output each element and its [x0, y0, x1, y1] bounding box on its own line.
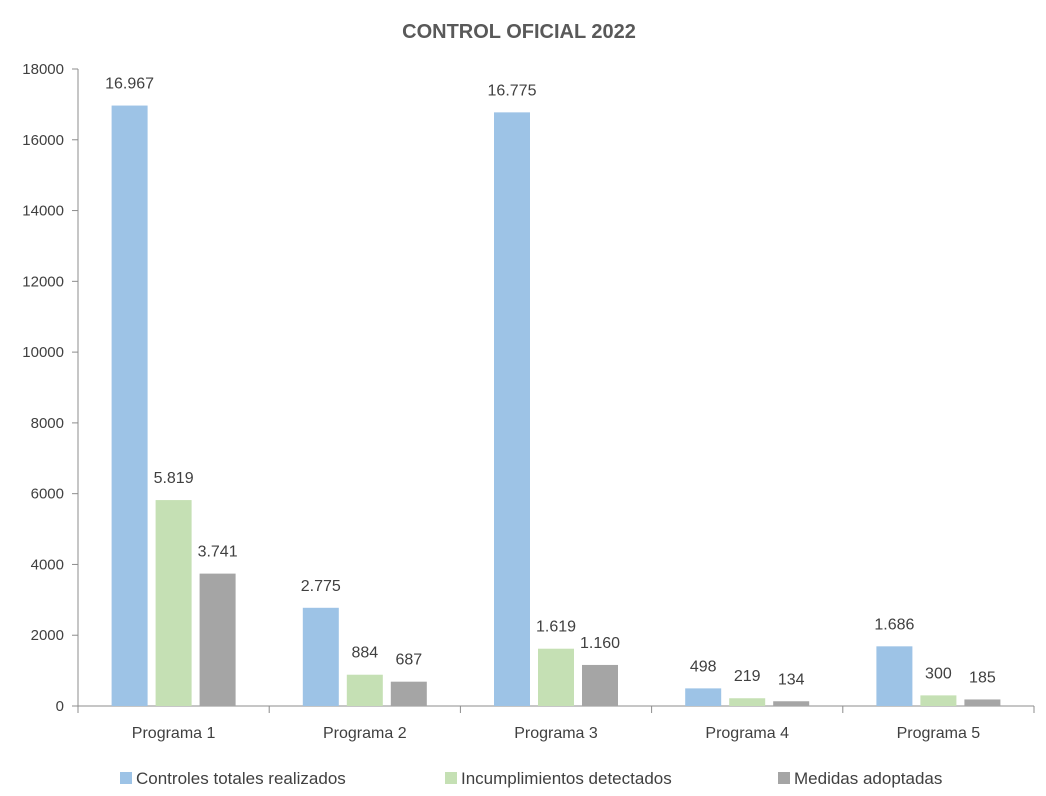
bar	[111, 105, 148, 707]
bar	[876, 646, 913, 706]
axes: 0 2000 4000 6000 8000 10000 12000 14000 16000 180…	[22, 61, 1035, 742]
chart-title: CONTROL OFICIAL 2022	[402, 21, 636, 43]
legend-label: Medidas adoptadas	[794, 769, 942, 788]
data-label: 5.819	[154, 470, 194, 487]
bar	[302, 607, 339, 706]
bar	[920, 695, 957, 706]
bar	[582, 664, 618, 706]
data-label: 3.741	[198, 544, 238, 561]
y-tick-label: 14000	[22, 203, 64, 220]
bar	[729, 698, 766, 706]
bar	[155, 500, 192, 706]
legend-swatch	[445, 772, 457, 784]
data-label: 1.619	[536, 619, 576, 636]
bar	[199, 573, 236, 706]
data-label: 16.775	[488, 82, 537, 99]
legend-item: Incumplimientos detectados	[445, 769, 672, 788]
bar	[346, 674, 383, 706]
bar	[538, 648, 574, 706]
x-tick-label: Programa 3	[514, 725, 598, 742]
bar	[494, 112, 530, 707]
legend-item: Medidas adoptadas	[778, 769, 942, 788]
data-label: 300	[925, 665, 952, 682]
data-label: 185	[969, 669, 996, 686]
y-tick-label: 0	[56, 698, 64, 715]
y-tick-label: 8000	[31, 415, 64, 432]
y-tick-label: 2000	[31, 627, 64, 644]
data-label: 498	[690, 658, 717, 675]
bar	[773, 701, 810, 706]
data-label: 16.967	[105, 76, 154, 93]
x-tick-label: Programa 5	[897, 725, 981, 742]
data-label: 219	[734, 668, 761, 685]
legend-swatch	[120, 772, 132, 784]
bar	[390, 681, 427, 706]
y-tick-label: 18000	[22, 61, 64, 78]
bars: 16.967 2.775 16.775 498 1.686 5.819 884 1.619 21…	[105, 76, 1001, 707]
y-tick-label: 10000	[22, 344, 64, 361]
y-tick-label: 12000	[22, 273, 64, 290]
bar	[685, 688, 722, 706]
legend-swatch	[778, 772, 790, 784]
bar	[964, 699, 1001, 706]
x-tick-label: Programa 4	[705, 725, 789, 742]
y-tick-label: 16000	[22, 132, 64, 149]
legend-item: Controles totales realizados	[120, 769, 346, 788]
y-tick-label: 4000	[31, 556, 64, 573]
legend-label: Incumplimientos detectados	[461, 769, 672, 788]
x-tick-label: Programa 1	[132, 725, 216, 742]
x-tick-label: Programa 2	[323, 725, 407, 742]
legend-label: Controles totales realizados	[136, 769, 346, 788]
data-label: 687	[395, 652, 422, 669]
data-label: 1.686	[874, 616, 914, 633]
data-label: 2.775	[301, 578, 341, 595]
y-tick-label: 6000	[31, 486, 64, 503]
legend: Controles totales realizados Incumplimien…	[120, 769, 942, 788]
data-label: 884	[351, 645, 378, 662]
data-label: 134	[778, 671, 805, 688]
data-label: 1.160	[580, 635, 620, 652]
